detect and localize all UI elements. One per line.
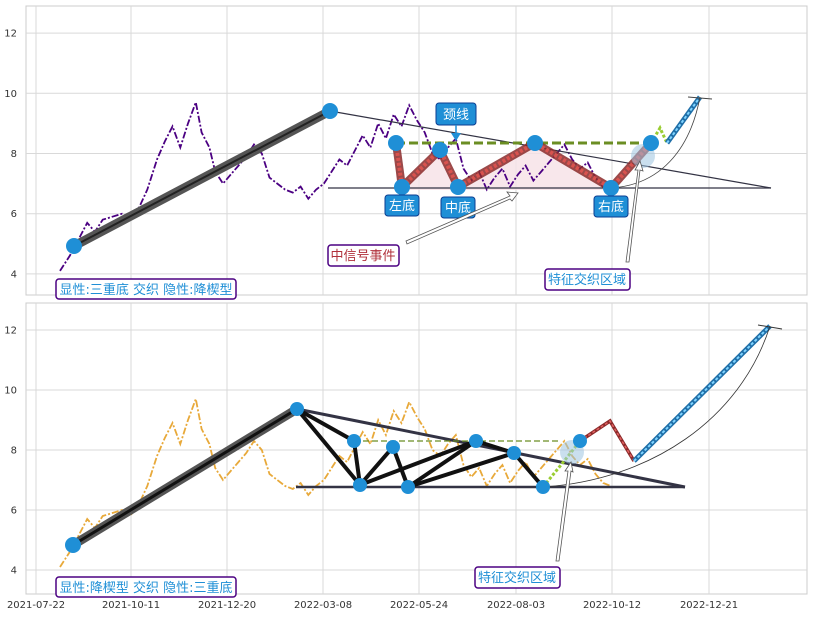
top-target-line — [666, 96, 701, 144]
bottom-wedge-upper — [296, 407, 686, 489]
bottom-marker-start — [65, 537, 81, 553]
bottom-marker-1 — [347, 434, 361, 448]
bottom-y-ticks: 4 6 8 10 12 — [4, 326, 17, 577]
top-marker-mid-bottom — [450, 179, 466, 195]
bottom-feature-box — [474, 566, 561, 589]
top-y-tick-label: 4 — [11, 269, 17, 280]
bottom-trend-line-core — [72, 407, 298, 547]
bottom-y-tick-label: 12 — [4, 326, 17, 337]
top-trend-line-core — [73, 110, 331, 247]
bottom-y-tick-label: 8 — [11, 446, 17, 457]
bottom-legend-box — [55, 576, 237, 598]
bottom-marker-4 — [401, 480, 415, 494]
right-bottom-label: 右底 — [598, 199, 624, 215]
bottom-marker-8 — [573, 434, 587, 448]
bottom-plot-area — [25, 302, 808, 595]
top-y-tick-label: 8 — [11, 149, 17, 160]
bottom-marker-7 — [536, 480, 550, 494]
top-feature-arrow — [625, 159, 644, 263]
bottom-y-tick-label: 6 — [11, 506, 17, 517]
left-bottom-label: 左底 — [389, 198, 415, 214]
bottom-price-line — [59, 395, 612, 568]
top-target-cap — [687, 96, 713, 100]
top-y-tick-label: 10 — [4, 89, 17, 100]
x-tick-label: 2022-08-03 — [487, 600, 545, 611]
top-marker-mid-top — [432, 142, 448, 158]
top-marker-right-bottom — [603, 180, 619, 196]
bottom-marker-3 — [386, 440, 400, 454]
bottom-target-arc — [542, 325, 771, 488]
top-panel: 4 6 8 10 12 颈线 — [4, 5, 808, 300]
top-marker-start — [66, 238, 82, 254]
top-legend-text: 显性:三重底 交织 隐性:降楔型 — [59, 282, 232, 298]
mid-bottom-label-box — [440, 196, 476, 219]
bottom-grid — [26, 303, 807, 594]
bottom-w-link3 — [359, 439, 477, 487]
bottom-marker-peak — [290, 402, 304, 416]
top-y-tick-label: 6 — [11, 209, 17, 220]
top-legend-box — [55, 278, 237, 300]
bottom-feature-arrow — [555, 460, 574, 562]
bottom-marker-2 — [353, 478, 367, 492]
x-tick-label: 2021-07-22 — [7, 600, 65, 611]
bottom-y-tick-label: 4 — [11, 566, 17, 577]
neckline-arrow-head — [451, 133, 461, 141]
top-target-arc — [610, 96, 701, 189]
x-tick-label: 2021-12-20 — [198, 600, 256, 611]
mid-bottom-label: 中底 — [445, 200, 471, 216]
top-marker-left-bottom — [394, 179, 410, 195]
top-marker-left-top — [388, 135, 404, 151]
x-tick-label: 2022-12-21 — [680, 600, 738, 611]
x-tick-label: 2022-05-24 — [390, 600, 448, 611]
mid-signal-label: 中信号事件 — [330, 249, 395, 264]
neckline-label: 颈线 — [443, 108, 469, 123]
mid-signal-arrow — [405, 191, 519, 245]
bottom-target-cap — [757, 324, 783, 330]
top-y-tick-label: 12 — [4, 29, 17, 40]
right-bottom-label-box — [593, 195, 629, 218]
bottom-w-link4 — [407, 451, 515, 489]
top-y-ticks: 4 6 8 10 12 — [4, 29, 17, 281]
bottom-w-link1 — [296, 407, 355, 443]
x-tick-label: 2022-10-12 — [583, 600, 641, 611]
mid-signal-box — [327, 244, 400, 267]
bottom-w-link2 — [352, 440, 362, 486]
top-marker-right-top — [527, 135, 543, 151]
top-plot-area — [25, 5, 808, 296]
bottom-red-path — [579, 419, 635, 462]
top-marker-breakout — [643, 135, 659, 151]
x-tick-label: 2021-10-11 — [102, 600, 160, 611]
bottom-x-ticks: 2021-07-22 2021-10-11 2021-12-20 2022-03-08… — [7, 600, 738, 611]
top-feature-box — [544, 268, 631, 291]
top-marker-peak — [322, 103, 338, 119]
bottom-y-tick-label: 10 — [4, 386, 17, 397]
bottom-marker-5 — [469, 434, 483, 448]
left-bottom-label-box — [384, 194, 420, 217]
x-tick-label: 2022-03-08 — [294, 600, 352, 611]
bottom-feature-label: 特征交织区域 — [478, 570, 556, 586]
top-feature-label: 特征交织区域 — [548, 272, 626, 288]
bottom-target-line — [633, 325, 771, 462]
bottom-legend-text: 显性:降楔型 交织 隐性:三重底 — [59, 580, 232, 596]
top-price-line — [59, 98, 612, 272]
bottom-marker-6 — [507, 446, 521, 460]
